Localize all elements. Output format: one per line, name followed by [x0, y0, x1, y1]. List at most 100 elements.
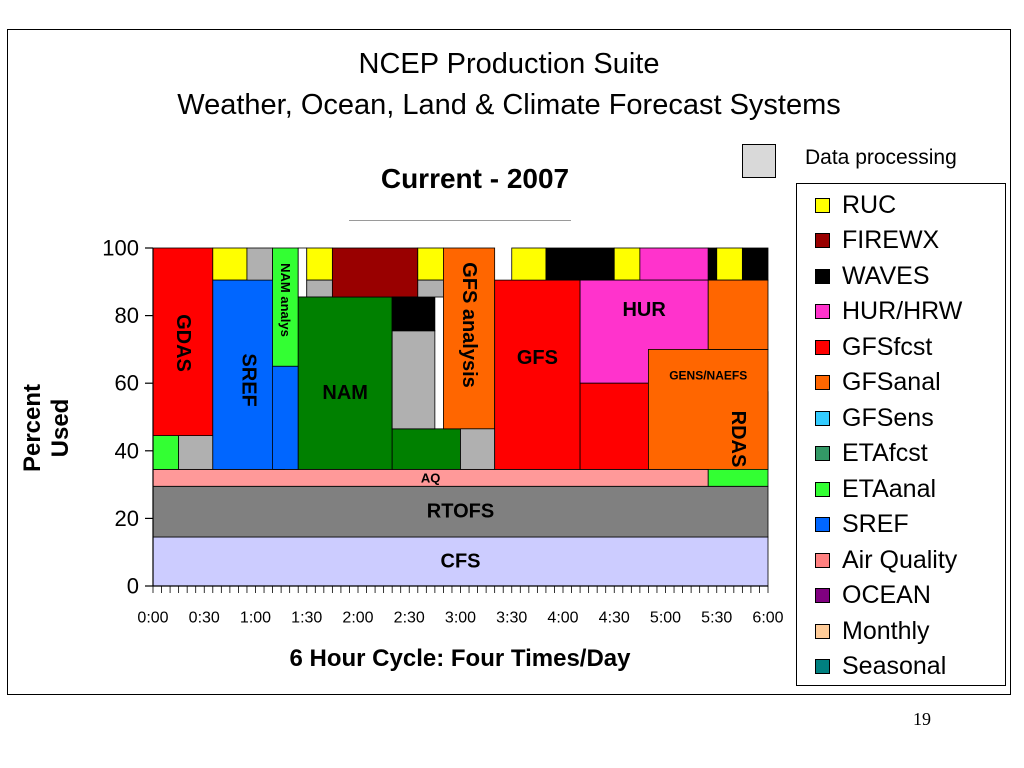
- slide-frame: [7, 29, 1011, 695]
- chart-title: Current - 2007: [380, 163, 570, 194]
- block-label-gdas: GDAS: [172, 314, 194, 372]
- block-label-gfs: GFS: [517, 347, 558, 369]
- legend-label: GFSfcst: [842, 332, 933, 361]
- legend-swatch: [815, 233, 830, 248]
- legend-item: SREF: [815, 510, 909, 540]
- legend-item: WAVES: [815, 261, 930, 291]
- legend-label: Air Quality: [842, 545, 958, 574]
- legend-item: Monthly: [815, 616, 930, 646]
- legend-swatch: [815, 304, 830, 319]
- x-tick-label: 0:00: [137, 610, 168, 627]
- legend-swatch: [815, 517, 830, 532]
- x-tick-label: 2:30: [394, 610, 425, 627]
- chart-block-34: [579, 382, 649, 470]
- chart-block-30: [707, 247, 718, 281]
- chart-block-4: [152, 435, 180, 470]
- block-label-rdas: RDAS: [727, 411, 749, 468]
- chart-block-26: [511, 247, 547, 281]
- chart-block-28: [613, 247, 641, 281]
- chart-block-18: [391, 428, 461, 470]
- chart-block-29: [639, 247, 709, 281]
- chart-block-gfs-analysis: [443, 247, 496, 430]
- legend-swatch: [815, 375, 830, 390]
- legend-swatch: [815, 268, 830, 284]
- legend-swatch: [815, 481, 830, 497]
- chart-block-16: [331, 247, 419, 298]
- chart-block-5: [178, 435, 214, 470]
- x-tick-label: 5:30: [701, 610, 732, 627]
- legend-label: OCEAN: [842, 581, 931, 609]
- legend-label: SREF: [842, 510, 909, 538]
- chart-block-32: [741, 247, 769, 281]
- x-tick-label: 6:00: [752, 610, 783, 627]
- chart-block-31: [716, 247, 743, 281]
- legend-label: FIREWX: [842, 226, 940, 254]
- chart-legend: RUC FIREWX WAVES HUR/HRW GFSfcst GFSanal GFSen…: [796, 183, 1006, 686]
- chart-block-20: [391, 296, 436, 332]
- x-tick-label: 4:30: [599, 610, 630, 627]
- legend-swatch: [815, 339, 830, 355]
- block-label-aq: AQ: [421, 470, 441, 485]
- block-label-cfs: CFS: [441, 550, 481, 572]
- block-label-gfs-analysis: GFS analysis: [458, 262, 480, 388]
- legend-item: FIREWX: [815, 226, 939, 256]
- block-label-nam: NAM: [322, 382, 368, 404]
- chart-block-19: [391, 330, 436, 430]
- block-label-nam-analys: NAM analys: [278, 263, 293, 337]
- legend-swatch: [815, 588, 830, 603]
- x-tick-label: 1:00: [240, 610, 271, 627]
- y-tick-label: 100: [102, 236, 139, 261]
- data-processing-label: Data processing: [805, 146, 957, 169]
- legend-label: RUC: [842, 190, 897, 219]
- chart-block-21: [417, 247, 444, 281]
- legend-item: Air Quality: [815, 545, 957, 575]
- chart-block-11: [272, 365, 299, 470]
- chart-block-gens-naefs: [648, 348, 769, 470]
- chart-block-14: [306, 279, 333, 298]
- x-tick-label: 4:00: [547, 610, 578, 627]
- chart-block-13: [306, 247, 333, 281]
- data-processing-swatch: [742, 144, 776, 178]
- chart-block-nam: [297, 296, 393, 470]
- legend-swatch: [815, 552, 830, 568]
- title-divider: [349, 220, 571, 221]
- legend-swatch: [815, 659, 830, 674]
- slide-title-line2: Weather, Ocean, Land & Climate Forecast …: [177, 89, 841, 121]
- y-tick-label: 60: [115, 371, 139, 396]
- legend-label: ETAfcst: [842, 439, 928, 467]
- legend-item: RUC: [815, 190, 896, 220]
- chart-block-22: [417, 279, 444, 298]
- slide-title-line1: NCEP Production Suite: [358, 48, 660, 80]
- legend-label: GFSanal: [842, 368, 941, 396]
- chart-block-12: [297, 247, 308, 298]
- x-tick-label: 3:30: [496, 610, 527, 627]
- chart-block-nam-analys: [272, 247, 299, 367]
- legend-swatch: [815, 446, 830, 461]
- x-tick-label: 2:00: [342, 610, 373, 627]
- chart-block-7: [212, 247, 248, 281]
- legend-item: ETAfcst: [815, 439, 928, 469]
- block-label-gens-naefs: GENS/NAEFS: [669, 368, 747, 382]
- legend-label: Seasonal: [842, 652, 947, 680]
- legend-swatch: [815, 410, 830, 426]
- legend-label: HUR/HRW: [842, 297, 963, 325]
- x-tick-label: 3:00: [445, 610, 476, 627]
- legend-item: GFSens: [815, 403, 934, 433]
- page-number: 19: [913, 709, 931, 729]
- legend-item: ETAanal: [815, 474, 936, 504]
- legend-item: HUR/HRW: [815, 297, 962, 327]
- chart-block-36: [707, 279, 769, 350]
- legend-swatch: [815, 197, 830, 213]
- legend-item: OCEAN: [815, 581, 931, 611]
- legend-label: WAVES: [842, 261, 930, 290]
- chart-block-27: [545, 247, 615, 281]
- block-label-rtofs: RTOFS: [427, 501, 494, 523]
- legend-label: Monthly: [842, 616, 930, 645]
- y-tick-label: 20: [115, 506, 139, 531]
- chart-block-gfs: [494, 279, 581, 470]
- legend-item: GFSanal: [815, 368, 941, 398]
- y-tick-label: 80: [115, 303, 139, 328]
- chart-block-24: [460, 428, 496, 470]
- y-tick-label: 40: [115, 438, 139, 463]
